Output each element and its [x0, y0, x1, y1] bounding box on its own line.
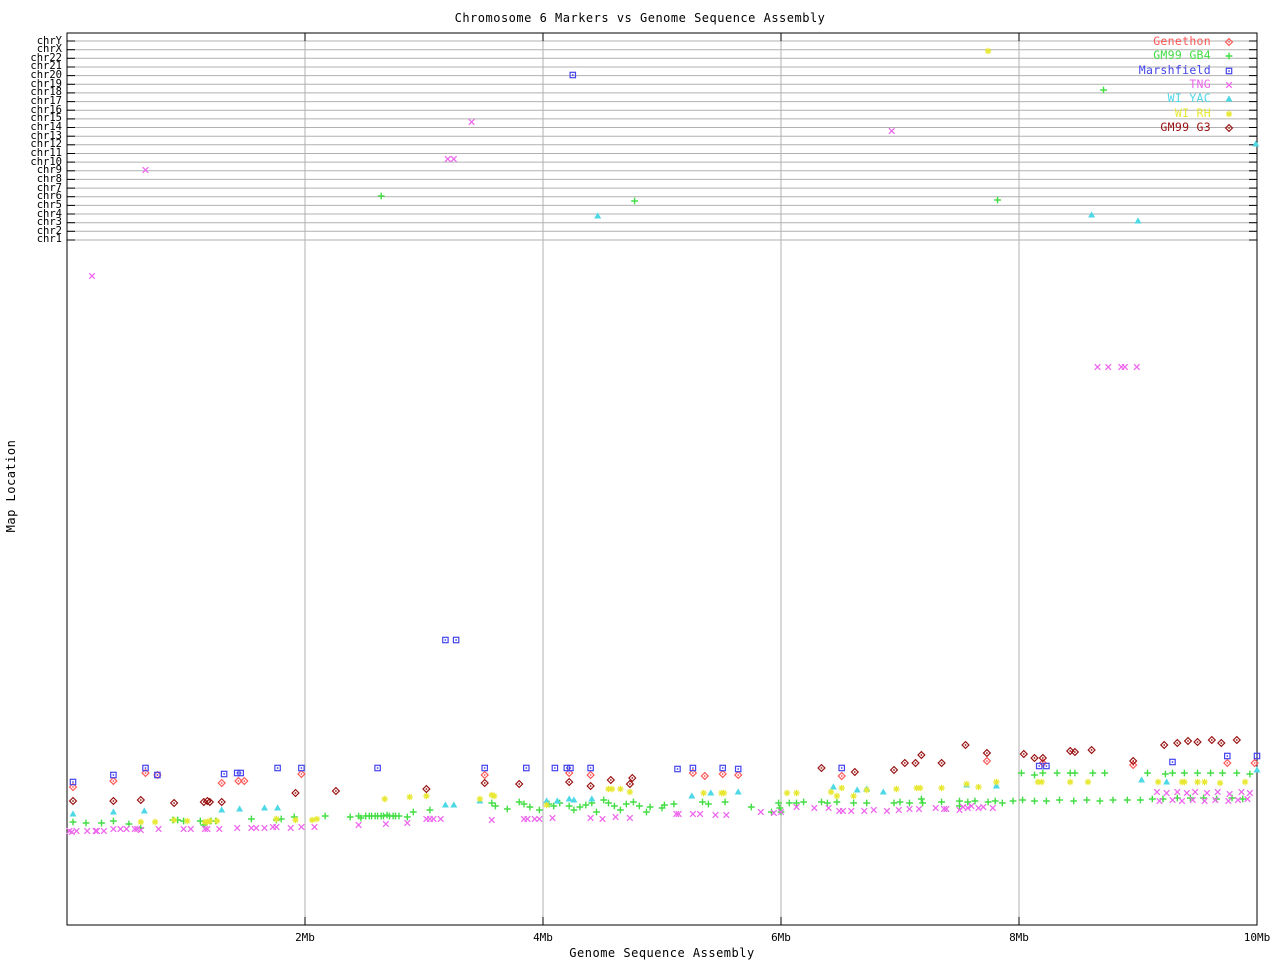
- x-tick-label-2Mb: 2Mb: [295, 931, 315, 944]
- row-label-chr1: chr1: [36, 233, 62, 246]
- row-label-chr16: chr16: [30, 103, 62, 116]
- row-label-chr12: chr12: [30, 138, 62, 151]
- legend-marker-tng: [1225, 81, 1233, 89]
- x-tick-label-8Mb: 8Mb: [1009, 931, 1029, 944]
- series-wi-rh: [137, 47, 1249, 826]
- legend-marker-genethon: [1224, 37, 1234, 47]
- row-label-chr9: chr9: [36, 164, 62, 177]
- row-label-chr15: chr15: [30, 112, 62, 125]
- row-label-chr20: chr20: [30, 69, 62, 82]
- row-label-chr5: chr5: [36, 198, 62, 211]
- row-label-chr11: chr11: [30, 146, 62, 159]
- series-genethon: [68, 756, 1259, 792]
- legend-item-genethon: Genethon: [1153, 34, 1211, 48]
- series-tng: [66, 118, 1254, 836]
- row-label-chr14: chr14: [30, 121, 62, 134]
- series-gm99-g3: [68, 735, 1242, 808]
- legend-item-tng: TNG: [1189, 76, 1211, 91]
- legend-marker-gm99-g3: [1224, 123, 1234, 133]
- x-tick-label-4Mb: 4Mb: [533, 931, 553, 944]
- x-axis-title: Genome Sequence Assembly: [569, 946, 755, 960]
- x-tick-label-10Mb: 10Mb: [1243, 931, 1271, 944]
- series-wi-yac: [69, 140, 1261, 817]
- row-label-chr19: chr19: [30, 77, 62, 90]
- legend-item-wi-rh: WI RH: [1174, 105, 1211, 120]
- legend-marker-wi-yac: [1225, 95, 1233, 102]
- series-marshfield: [69, 71, 1261, 786]
- row-label-chr17: chr17: [30, 95, 62, 108]
- series-gm99-gb4: [69, 86, 1254, 832]
- legend-marker-wi-rh: [1225, 110, 1233, 117]
- legend-item-wi-yac: WI YAC: [1167, 91, 1211, 106]
- row-label-chr10: chr10: [30, 155, 62, 168]
- x-tick-label-6Mb: 6Mb: [771, 931, 791, 944]
- row-label-chr18: chr18: [30, 86, 62, 99]
- legend-marker-marshfield: [1225, 67, 1233, 74]
- row-label-chrY: chrY: [36, 34, 62, 47]
- chart-title: Chromosome 6 Markers vs Genome Sequence …: [454, 11, 826, 25]
- row-label-chr7: chr7: [36, 181, 62, 194]
- legend-marker-gm99-gb4: [1225, 52, 1233, 60]
- row-label-chr3: chr3: [36, 216, 62, 229]
- row-label-chr4: chr4: [36, 207, 62, 220]
- row-label-chr22: chr22: [30, 51, 62, 64]
- row-label-chr21: chr21: [30, 60, 62, 73]
- legend-item-gm99-gb4: GM99 GB4: [1153, 48, 1211, 63]
- row-label-chr6: chr6: [36, 190, 62, 203]
- legend-item-marshfield: Marshfield: [1138, 62, 1211, 77]
- row-label-chr13: chr13: [30, 129, 62, 142]
- row-label-chrX: chrX: [36, 43, 62, 56]
- legend-item-gm99-g3: GM99 G3: [1160, 119, 1211, 134]
- row-label-chr2: chr2: [36, 224, 62, 237]
- row-label-chr8: chr8: [36, 172, 62, 185]
